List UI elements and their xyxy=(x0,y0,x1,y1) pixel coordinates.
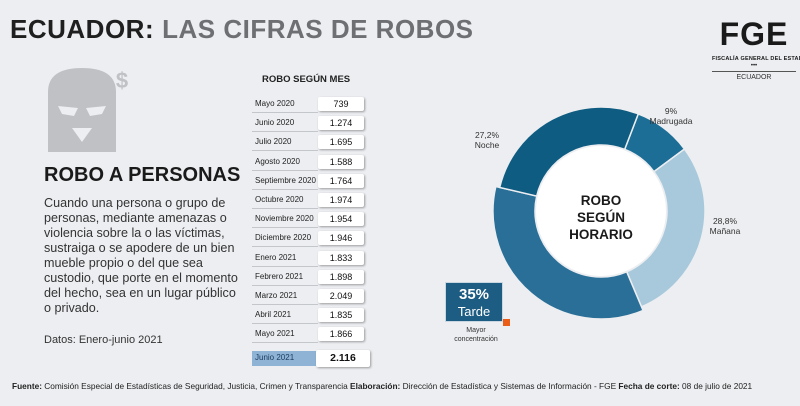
label-manana-pct: 28,8% xyxy=(712,216,738,226)
footer-elab-text: Dirección de Estadística y Sistemas de I… xyxy=(400,381,619,391)
label-madrugada: 9% Madrugada xyxy=(636,106,706,126)
logo-subtitle: FISCALÍA GENERAL DEL ESTADO xyxy=(712,56,800,62)
logo-dots: ••• xyxy=(750,63,758,69)
label-noche-pct: 27,2% xyxy=(474,130,500,140)
logo-country: ECUADOR xyxy=(712,71,796,81)
page-title: ECUADOR: LAS CIFRAS DE ROBOS xyxy=(10,14,474,45)
tarde-name: Tarde xyxy=(457,304,491,319)
dollar-sign: $ xyxy=(116,68,128,93)
footer-elab-label: Elaboración: xyxy=(350,381,401,391)
donut-center-line-3: HORARIO xyxy=(569,227,633,242)
label-manana-name: Mañana xyxy=(709,226,741,236)
label-noche: 27,2% Noche xyxy=(452,130,522,150)
donut-slice-tarde xyxy=(492,185,645,320)
title-main: ECUADOR: xyxy=(10,14,155,44)
label-noche-name: Noche xyxy=(474,140,500,150)
donut-center-line-1: ROBO xyxy=(580,193,622,208)
robo-description: Cuando una persona o grupo de personas, … xyxy=(44,196,238,315)
donut-slice-manana xyxy=(625,147,706,308)
mayor-concentracion-note: Mayor concentración xyxy=(454,327,498,343)
donut-center-title: ROBO SEGÚN HORARIO xyxy=(556,192,646,243)
data-period: Datos: Enero-junio 2021 xyxy=(44,334,163,346)
donut-slice-noche xyxy=(498,106,640,197)
donut-center-line-2: SEGÚN xyxy=(576,210,625,225)
donut-hole xyxy=(536,146,666,276)
footer-source: Fuente: Comisión Especial de Estadística… xyxy=(12,381,788,391)
month-table-title: ROBO SEGÚN MES xyxy=(262,74,351,85)
tarde-pct: 35% xyxy=(458,286,490,303)
footer-fuente-label: Fuente: xyxy=(12,381,42,391)
label-madrugada-name: Madrugada xyxy=(649,116,693,126)
label-manana: 28,8% Mañana xyxy=(690,216,760,236)
fge-logo: FGE FISCALÍA GENERAL DEL ESTADO ••• ECUA… xyxy=(712,16,800,81)
footer-fecha-text: 08 de julio de 2021 xyxy=(679,381,753,391)
title-rest: LAS CIFRAS DE ROBOS xyxy=(162,14,474,44)
tarde-highlight-box: 35% Tarde xyxy=(445,282,503,322)
masked-robber-icon: $ xyxy=(48,68,128,152)
label-madrugada-pct: 9% xyxy=(664,106,678,116)
logo-name: FGE xyxy=(719,16,789,52)
orange-marker xyxy=(503,319,510,326)
section-title: ROBO A PERSONAS xyxy=(44,164,241,186)
footer-fuente-text: Comisión Especial de Estadísticas de Seg… xyxy=(41,381,351,391)
footer-fecha-label: Fecha de corte: xyxy=(618,381,680,391)
